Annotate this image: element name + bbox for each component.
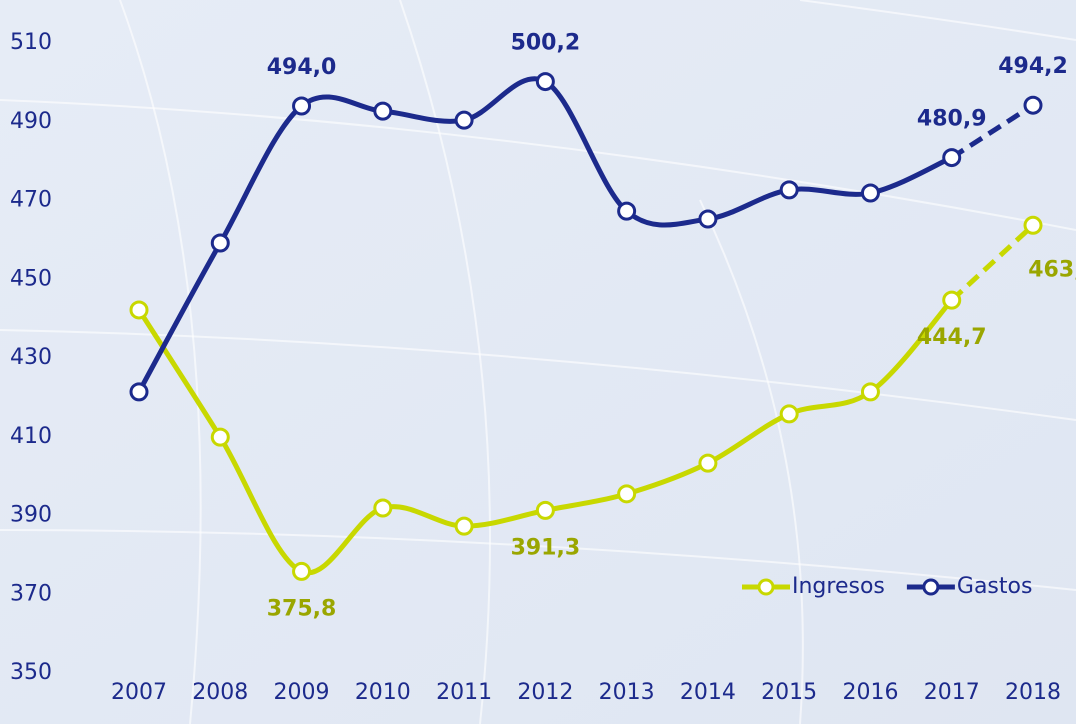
- x-tick-label: 2010: [355, 680, 411, 705]
- y-tick-label: 350: [10, 660, 52, 685]
- y-tick-label: 410: [10, 424, 52, 449]
- x-tick-label: 2018: [1005, 680, 1061, 705]
- x-tick-label: 2016: [842, 680, 898, 705]
- data-point: [292, 96, 312, 116]
- x-tick-label: 2015: [761, 680, 817, 705]
- data-label: 375,8: [267, 596, 337, 621]
- data-point: [129, 382, 149, 402]
- data-point: [698, 453, 718, 473]
- x-tick-label: 2011: [436, 680, 492, 705]
- x-tick-label: 2017: [924, 680, 980, 705]
- data-point: [617, 201, 637, 221]
- y-tick-label: 430: [10, 345, 52, 370]
- data-point: [454, 516, 474, 536]
- data-point: [942, 290, 962, 310]
- x-tick-label: 2014: [680, 680, 736, 705]
- legend-marker: [757, 578, 775, 596]
- data-label: 480,9: [917, 107, 987, 132]
- x-tick-label: 2013: [599, 680, 655, 705]
- legend-marker: [922, 578, 940, 596]
- data-label: 463,7: [1028, 257, 1076, 282]
- data-point: [292, 561, 312, 581]
- y-tick-label: 450: [10, 266, 52, 291]
- y-tick-label: 390: [10, 503, 52, 528]
- legend-label: Gastos: [957, 574, 1033, 599]
- data-label: 444,7: [917, 325, 987, 350]
- series-line: [136, 76, 953, 394]
- x-tick-label: 2009: [274, 680, 330, 705]
- data-point: [373, 101, 393, 121]
- data-point: [210, 427, 230, 447]
- data-point: [129, 300, 149, 320]
- series-line: [136, 298, 954, 576]
- x-tick-label: 2008: [192, 680, 248, 705]
- y-tick-label: 490: [10, 109, 52, 134]
- data-point: [779, 180, 799, 200]
- legend-label: Ingresos: [792, 574, 885, 599]
- y-tick-label: 370: [10, 581, 52, 606]
- data-label: 500,2: [511, 31, 581, 56]
- data-point: [454, 110, 474, 130]
- data-label: 494,2: [998, 54, 1068, 79]
- data-point: [373, 498, 393, 518]
- x-tick-label: 2012: [517, 680, 573, 705]
- data-point: [779, 404, 799, 424]
- y-tick-label: 470: [10, 188, 52, 213]
- data-point: [1023, 95, 1043, 115]
- data-point: [535, 72, 555, 92]
- data-point: [617, 484, 637, 504]
- y-tick-label: 510: [10, 30, 52, 55]
- data-point: [860, 183, 880, 203]
- data-point: [860, 382, 880, 402]
- data-point: [698, 209, 718, 229]
- x-tick-label: 2007: [111, 680, 167, 705]
- data-point: [942, 148, 962, 168]
- data-label: 494,0: [267, 55, 337, 80]
- data-label: 391,3: [511, 535, 581, 560]
- data-point: [210, 233, 230, 253]
- data-point: [1023, 215, 1043, 235]
- data-point: [535, 500, 555, 520]
